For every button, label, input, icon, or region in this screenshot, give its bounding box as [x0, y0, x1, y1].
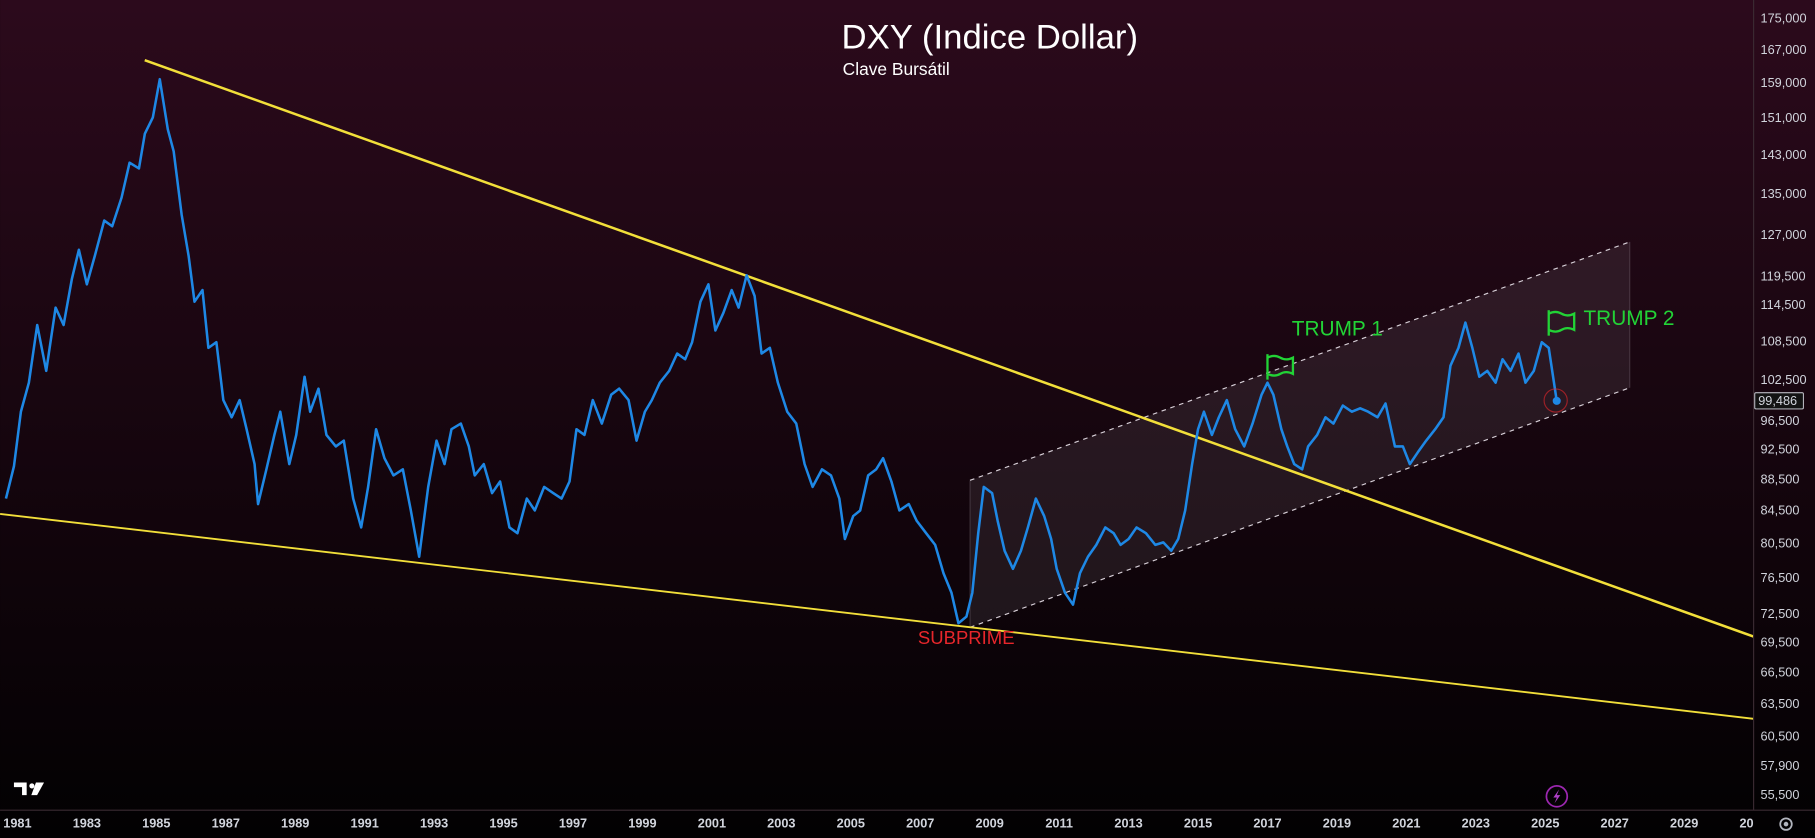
flag-2 — [1547, 310, 1576, 336]
y-tick-label: 72,500 — [1761, 606, 1800, 621]
lightning-icon — [1545, 785, 1569, 808]
channel-lower — [969, 387, 1630, 628]
x-tick-label: 2029 — [1670, 815, 1698, 830]
x-tick-label: 2027 — [1601, 815, 1629, 830]
y-tick-label: 96,500 — [1761, 413, 1800, 428]
plot-layer — [0, 58, 1754, 720]
x-tick-label: 1991 — [351, 815, 379, 830]
x-tick-label: 2015 — [1184, 815, 1212, 830]
y-tick-label: 127,000 — [1761, 227, 1807, 242]
x-tick-label: 2023 — [1462, 815, 1490, 830]
y-tick-label: 57,900 — [1761, 758, 1800, 773]
x-tick-label: 1981 — [3, 815, 31, 830]
y-tick-label: 76,500 — [1761, 570, 1800, 585]
x-tick-label: 1985 — [142, 815, 170, 830]
x-tick-label: 1995 — [489, 815, 517, 830]
y-tick-label: 114,500 — [1761, 297, 1806, 312]
x-tick-label: 2025 — [1531, 815, 1559, 830]
annotation: TRUMP 2 — [1583, 307, 1674, 330]
x-tick-label: 2005 — [837, 815, 865, 830]
y-tick-label: 88,500 — [1761, 471, 1800, 486]
x-tick-label: 2001 — [698, 815, 726, 830]
y-tick-label: 102,500 — [1761, 372, 1807, 387]
chart-title: DXY (Indice Dollar) — [842, 19, 1139, 57]
price-axis-panel — [1753, 0, 1815, 838]
y-tick-label: 175,000 — [1761, 10, 1807, 25]
y-tick-label: 69,500 — [1761, 635, 1800, 650]
x-tick-label: 1983 — [73, 815, 101, 830]
tv-logo — [13, 782, 45, 796]
x-tick-label: 1997 — [559, 815, 587, 830]
price-label-box — [1754, 392, 1804, 410]
annotation: SUBPRIME — [918, 627, 1015, 648]
y-tick-label: 92,500 — [1761, 441, 1800, 456]
y-tick-label: 119,500 — [1761, 268, 1806, 283]
price-line — [4, 77, 1558, 625]
y-tick-label: 135,000 — [1761, 186, 1807, 201]
trendline-upper — [144, 58, 1754, 638]
x-tick-label: 1989 — [281, 815, 309, 830]
x-tick-label: 2019 — [1323, 815, 1351, 830]
trendline-lower — [0, 512, 1754, 720]
x-tick-label: 1999 — [628, 815, 656, 830]
x-tick-label: 2011 — [1045, 815, 1073, 830]
last-point — [1552, 396, 1561, 405]
channel-upper — [969, 241, 1630, 481]
price-label: 99,486 — [1758, 393, 1797, 408]
y-tick-label: 63,500 — [1761, 696, 1800, 711]
annotation: TRUMP 1 — [1292, 317, 1383, 340]
x-tick-label: 2007 — [906, 815, 934, 830]
settings-icon[interactable] — [1779, 817, 1793, 831]
x-tick-label: 2017 — [1253, 815, 1281, 830]
y-tick-label: 108,500 — [1761, 334, 1807, 349]
y-tick-label: 151,000 — [1761, 110, 1807, 125]
x-tick-label: 1987 — [212, 815, 240, 830]
flag-1 — [1266, 354, 1295, 380]
x-tick-label: 2009 — [976, 815, 1004, 830]
last-point-halo — [1543, 388, 1568, 413]
x-tick-label: 2003 — [767, 815, 795, 830]
y-tick-label: 80,500 — [1761, 535, 1800, 550]
y-tick-label: 159,000 — [1761, 75, 1807, 90]
chart-subtitle: Clave Bursátil — [843, 59, 950, 79]
y-tick-label: 143,000 — [1761, 147, 1807, 162]
y-tick-label: 55,500 — [1761, 787, 1800, 802]
x-tick-label: 1993 — [420, 815, 448, 830]
x-tick-label: 2021 — [1392, 815, 1420, 830]
x-tick-label: 2013 — [1114, 815, 1142, 830]
y-tick-label: 60,500 — [1761, 728, 1800, 743]
y-tick-label: 167,000 — [1761, 42, 1807, 57]
y-tick-label: 66,500 — [1761, 665, 1800, 680]
y-tick-label: 84,500 — [1761, 503, 1800, 518]
